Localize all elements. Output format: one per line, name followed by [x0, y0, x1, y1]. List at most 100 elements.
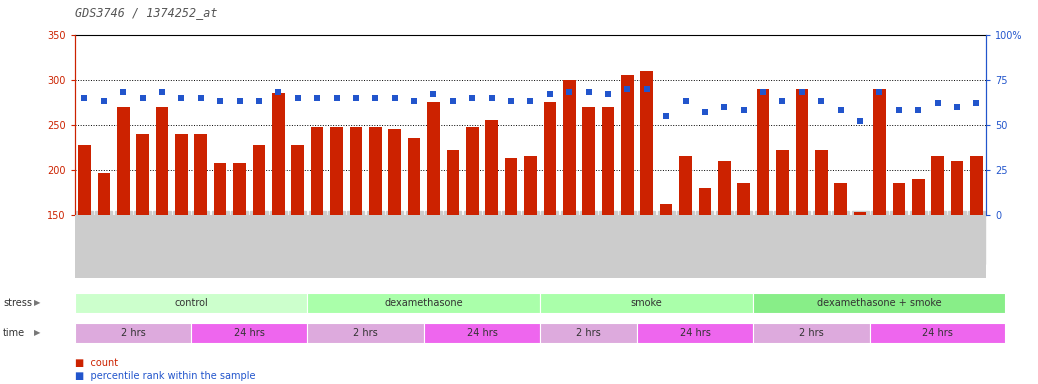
Text: stress: stress: [3, 298, 32, 308]
Point: [619, 86, 635, 92]
Point: [212, 98, 228, 104]
Point: [929, 100, 946, 106]
Bar: [582, 107, 595, 215]
Bar: [737, 184, 750, 215]
Point: [658, 113, 675, 119]
Bar: [446, 150, 459, 215]
Bar: [368, 127, 382, 215]
Point: [406, 98, 422, 104]
Point: [735, 107, 752, 113]
Bar: [156, 107, 168, 215]
Text: dexamethasone + smoke: dexamethasone + smoke: [817, 298, 941, 308]
Bar: [544, 102, 556, 215]
Point: [367, 95, 384, 101]
Bar: [504, 158, 517, 215]
Text: 2 hrs: 2 hrs: [576, 328, 601, 338]
Point: [76, 95, 92, 101]
Point: [580, 89, 597, 95]
Point: [290, 95, 306, 101]
Text: 24 hrs: 24 hrs: [466, 328, 497, 338]
Text: 24 hrs: 24 hrs: [234, 328, 265, 338]
Point: [464, 95, 481, 101]
Point: [600, 91, 617, 97]
Bar: [971, 156, 983, 215]
Text: 24 hrs: 24 hrs: [922, 328, 953, 338]
Bar: [350, 127, 362, 215]
Bar: [214, 163, 226, 215]
Point: [852, 118, 869, 124]
Point: [910, 107, 927, 113]
Text: GDS3746 / 1374252_at: GDS3746 / 1374252_at: [75, 6, 217, 19]
Bar: [292, 145, 304, 215]
Point: [426, 91, 442, 97]
Point: [794, 89, 811, 95]
Point: [231, 98, 248, 104]
Bar: [854, 212, 867, 215]
Bar: [757, 89, 769, 215]
Bar: [640, 71, 653, 215]
Text: time: time: [3, 328, 25, 338]
Point: [192, 95, 209, 101]
Point: [95, 98, 112, 104]
Bar: [679, 156, 692, 215]
Bar: [234, 163, 246, 215]
Point: [542, 91, 558, 97]
Bar: [272, 93, 284, 215]
Bar: [175, 134, 188, 215]
Text: 24 hrs: 24 hrs: [680, 328, 711, 338]
Point: [832, 107, 849, 113]
Bar: [524, 156, 537, 215]
Bar: [388, 129, 401, 215]
Bar: [563, 80, 575, 215]
Bar: [252, 145, 266, 215]
Point: [755, 89, 771, 95]
Point: [173, 95, 190, 101]
Text: ■  count: ■ count: [75, 358, 118, 368]
Point: [774, 98, 791, 104]
Text: control: control: [174, 298, 208, 308]
Bar: [602, 107, 614, 215]
Point: [502, 98, 519, 104]
Point: [677, 98, 693, 104]
Bar: [951, 161, 963, 215]
Point: [309, 95, 326, 101]
Bar: [718, 161, 731, 215]
Bar: [330, 127, 343, 215]
Point: [386, 95, 403, 101]
Point: [484, 95, 500, 101]
Bar: [873, 89, 885, 215]
Point: [561, 89, 577, 95]
Bar: [310, 127, 324, 215]
Text: ▶: ▶: [34, 328, 40, 337]
Text: smoke: smoke: [631, 298, 662, 308]
Point: [348, 95, 364, 101]
Point: [871, 89, 887, 95]
Point: [522, 98, 539, 104]
Point: [328, 95, 345, 101]
Bar: [486, 120, 498, 215]
Bar: [117, 107, 130, 215]
Text: ▶: ▶: [34, 298, 40, 308]
Text: 2 hrs: 2 hrs: [353, 328, 378, 338]
Bar: [408, 138, 420, 215]
Text: ■  percentile rank within the sample: ■ percentile rank within the sample: [75, 371, 255, 381]
Bar: [893, 182, 905, 215]
Point: [891, 107, 907, 113]
Bar: [136, 134, 148, 215]
Bar: [98, 173, 110, 215]
Text: 2 hrs: 2 hrs: [120, 328, 145, 338]
Point: [813, 98, 829, 104]
Point: [270, 89, 286, 95]
Point: [968, 100, 985, 106]
Bar: [660, 204, 673, 215]
Bar: [795, 89, 809, 215]
Bar: [776, 150, 789, 215]
Point: [696, 109, 713, 115]
Bar: [78, 145, 90, 215]
Point: [250, 98, 267, 104]
Bar: [194, 134, 207, 215]
Bar: [699, 188, 711, 215]
Point: [716, 104, 733, 110]
Bar: [835, 182, 847, 215]
Bar: [931, 156, 944, 215]
